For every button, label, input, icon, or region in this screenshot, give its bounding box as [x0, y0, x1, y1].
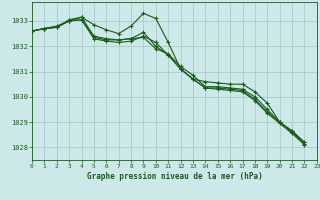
- X-axis label: Graphe pression niveau de la mer (hPa): Graphe pression niveau de la mer (hPa): [86, 172, 262, 181]
